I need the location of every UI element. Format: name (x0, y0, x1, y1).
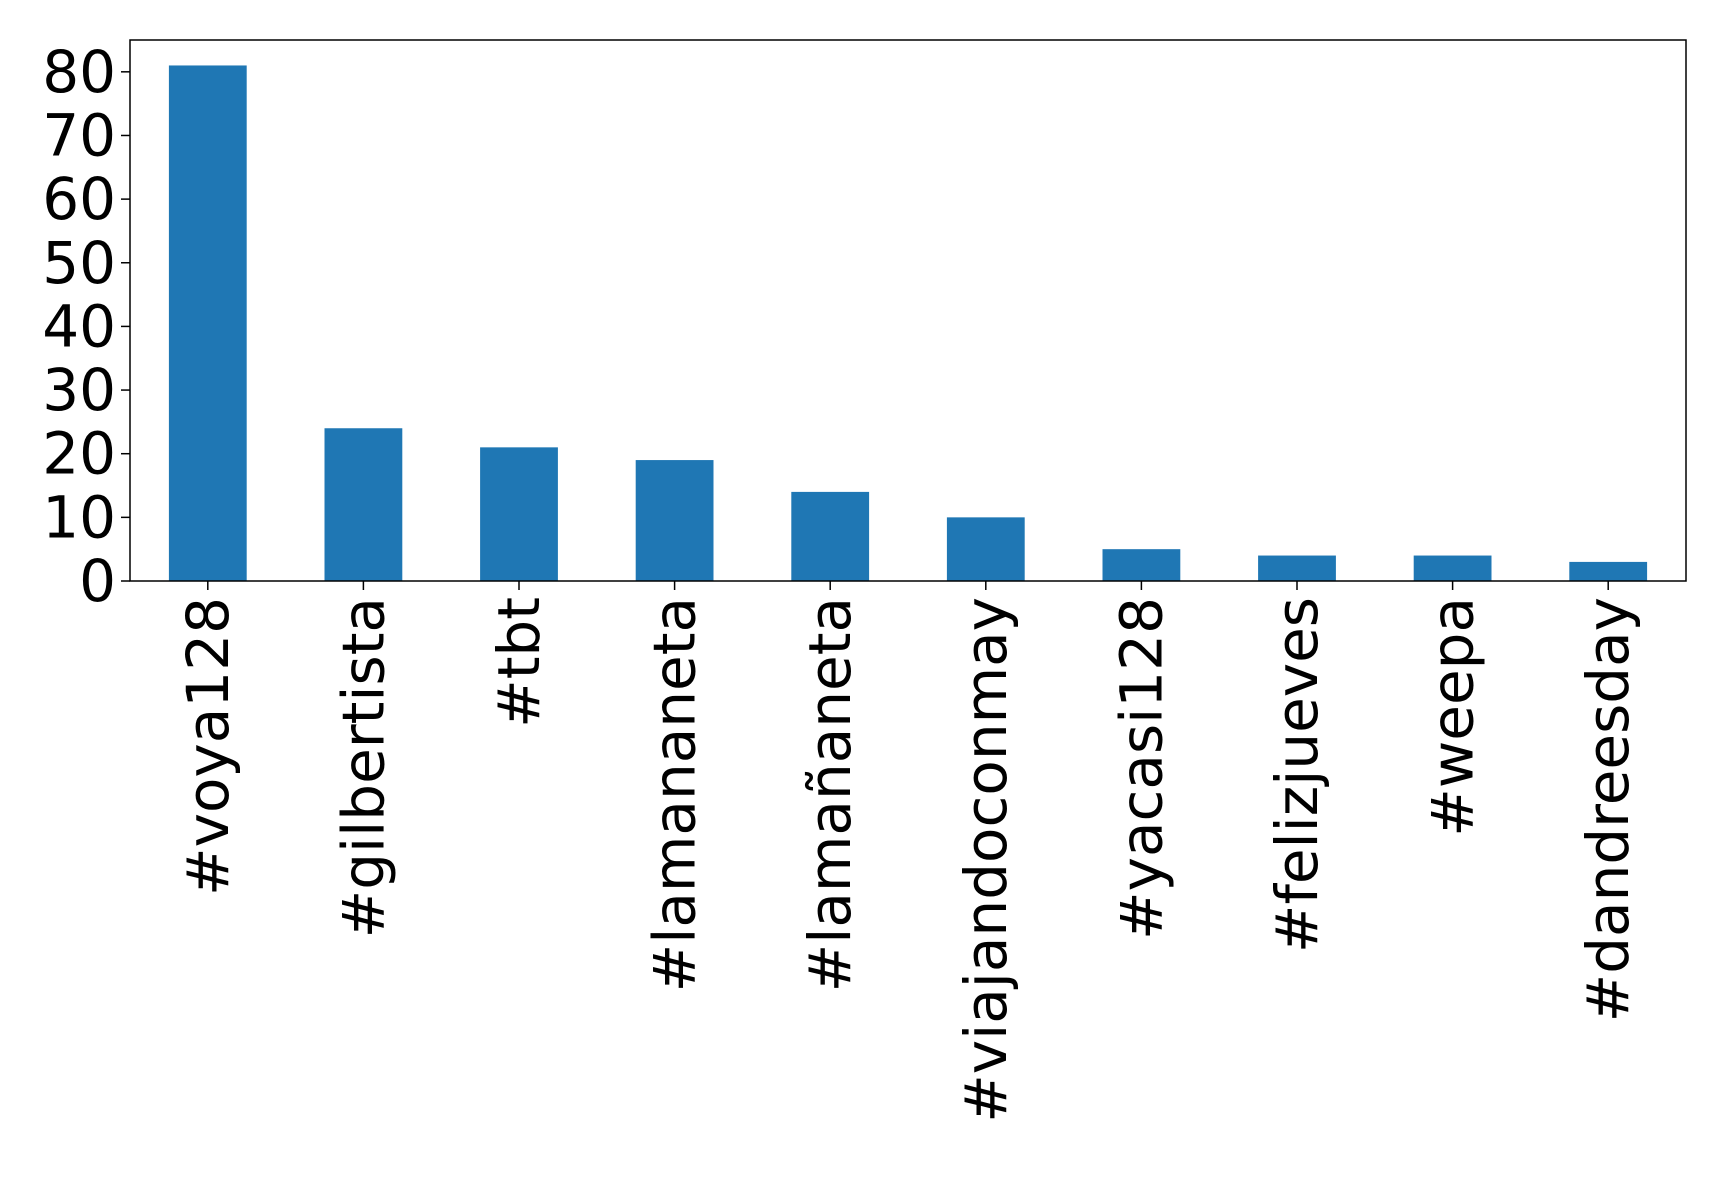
bar-0 (168, 65, 247, 582)
y-tick-label-4: 40 (42, 292, 116, 360)
bar-2 (480, 447, 558, 581)
x-tick-label-8: #weepa (1419, 597, 1487, 837)
x-tick-label-7: #felizjueves (1263, 597, 1331, 953)
x-tick-label-9: #dandreesday (1574, 597, 1642, 1022)
y-tick-label-5: 50 (42, 229, 116, 297)
x-tick-label-3: #lamananeta (641, 597, 709, 992)
y-tick-label-6: 60 (42, 165, 116, 233)
x-axis: #voya128 #gilbertista #tbt #lamananeta #lama… (174, 581, 1642, 1123)
x-tick-label-0: #voya128 (174, 597, 242, 896)
x-tick-label-1: #gilbertista (329, 597, 397, 938)
bar-1 (324, 428, 403, 581)
x-tick-label-2: #tbt (485, 597, 553, 728)
y-tick-label-8: 80 (42, 38, 116, 106)
y-tick-label-1: 10 (42, 483, 116, 551)
x-tick-label-6: #yacasi128 (1107, 597, 1175, 940)
y-tick-label-2: 20 (42, 420, 116, 488)
x-tick-label-4: #lamañaneta (796, 597, 864, 992)
bar-7 (1258, 555, 1336, 581)
bar-8 (1413, 555, 1492, 581)
plot-frame (129, 39, 1687, 582)
bar-4 (791, 491, 870, 581)
bars-group (168, 65, 1648, 582)
y-tick-label-7: 70 (42, 101, 116, 169)
bar-9 (1569, 561, 1648, 581)
y-tick-label-0: 0 (79, 547, 116, 615)
y-tick-label-3: 30 (42, 356, 116, 424)
x-tick-label-5: #viajandoconmay (952, 597, 1020, 1123)
bar-5 (946, 517, 1025, 581)
bar-3 (635, 460, 714, 581)
bar-6 (1102, 549, 1181, 581)
